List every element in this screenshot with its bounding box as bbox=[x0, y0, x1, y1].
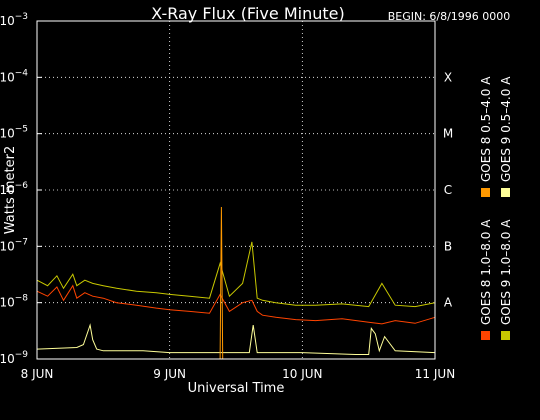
series-line bbox=[36, 241, 436, 308]
x-tick-labels: 8 JUN 9 JUN 10 JUN 11 JUN bbox=[21, 367, 456, 381]
chart-title: X-Ray Flux (Five Minute) bbox=[151, 4, 344, 23]
legend: GOES 8 1.0–8.0 A GOES 8 0.5–4.0 A GOES 9 1… bbox=[479, 76, 513, 340]
y-tick-label: 10−5 bbox=[0, 125, 28, 141]
y-tick-label: 10−9 bbox=[0, 350, 28, 366]
legend-label: GOES 8 0.5–4.0 A bbox=[479, 76, 493, 182]
begin-label: BEGIN: 6/8/1996 0000 bbox=[388, 10, 511, 23]
flare-class-label: B bbox=[444, 239, 452, 253]
y-tick-label: 10−3 bbox=[0, 12, 28, 28]
x-tick-label: 10 JUN bbox=[282, 367, 322, 381]
x-axis-label: Universal Time bbox=[188, 381, 285, 396]
grid bbox=[37, 21, 435, 359]
flare-class-label: A bbox=[444, 296, 453, 310]
legend-swatch bbox=[481, 188, 490, 197]
y-tick-label: 10−7 bbox=[0, 237, 28, 253]
y-tick-label: 10−6 bbox=[0, 181, 28, 197]
y-tick-labels: 10−9 10−8 10−7 10−6 10−5 10−4 10−3 bbox=[0, 12, 42, 366]
x-tick-label: 11 JUN bbox=[415, 367, 455, 381]
legend-swatch bbox=[501, 188, 510, 197]
flare-class-label: M bbox=[443, 127, 453, 141]
flare-class-label: C bbox=[444, 183, 452, 197]
legend-swatch bbox=[501, 331, 510, 340]
series-layer bbox=[36, 206, 436, 360]
legend-label: GOES 8 1.0–8.0 A bbox=[479, 219, 493, 325]
x-tick-label: 9 JUN bbox=[153, 367, 186, 381]
y-tick-label: 10−4 bbox=[0, 68, 28, 84]
series-line bbox=[219, 206, 224, 360]
y-tick-label: 10−8 bbox=[0, 294, 28, 310]
flare-class-label: X bbox=[444, 70, 452, 84]
flare-class-labels: A B C M X bbox=[443, 70, 453, 309]
legend-swatch bbox=[481, 331, 490, 340]
legend-label: GOES 9 0.5–4.0 A bbox=[499, 76, 513, 182]
series-line bbox=[36, 323, 436, 355]
x-tick-label: 8 JUN bbox=[21, 367, 54, 381]
y-axis-label: Watts meter2 bbox=[3, 146, 18, 234]
legend-label: GOES 9 1.0–8.0 A bbox=[499, 219, 513, 325]
series-line bbox=[36, 284, 436, 325]
